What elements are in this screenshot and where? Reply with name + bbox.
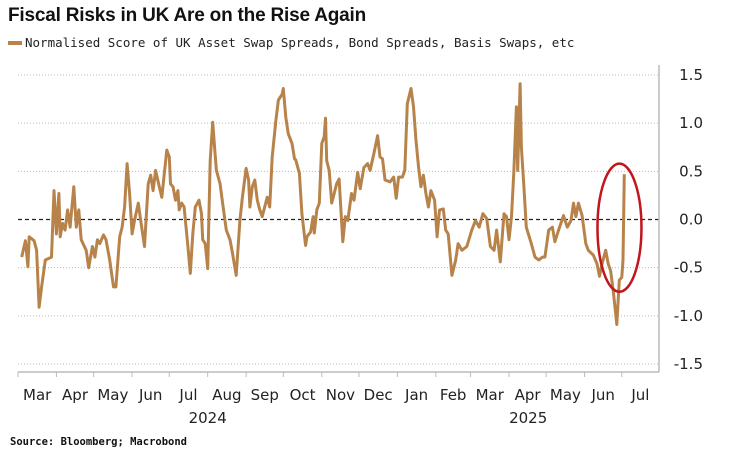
y-tick-label: 0.5 <box>679 162 703 180</box>
y-tick-label: 0.0 <box>679 211 703 229</box>
legend-label: Normalised Score of UK Asset Swap Spread… <box>25 35 575 50</box>
x-tick-label: Dec <box>364 386 393 404</box>
x-tick-label: Jan <box>404 386 428 404</box>
x-tick-label: May <box>550 386 581 404</box>
y-tick-label: -0.5 <box>674 259 703 277</box>
x-tick-label: Jun <box>138 386 162 404</box>
y-tick-label: -1.0 <box>674 307 703 325</box>
x-tick-label: Mar <box>23 386 52 404</box>
y-tick-label: 1.0 <box>679 114 703 132</box>
x-tick-label: Jul <box>630 386 649 404</box>
x-tick-label: Apr <box>515 386 542 404</box>
x-tick-label: Jun <box>590 386 614 404</box>
x-tick-label: Aug <box>212 386 241 404</box>
x-tick-label: Nov <box>326 386 355 404</box>
x-tick-label: Jul <box>178 386 197 404</box>
x-year-label: 2025 <box>509 409 547 427</box>
y-tick-label: 1.5 <box>679 66 703 84</box>
chart-title: Fiscal Risks in UK Are on the Rise Again <box>8 5 367 26</box>
x-year-label: 2024 <box>189 409 227 427</box>
series-line <box>20 82 626 326</box>
x-tick-label: Oct <box>290 386 316 404</box>
x-tick-label: Apr <box>62 386 89 404</box>
y-tick-label: -1.5 <box>674 355 703 373</box>
highlight-ellipse <box>596 162 643 294</box>
legend-swatch <box>8 40 22 45</box>
legend: Normalised Score of UK Asset Swap Spread… <box>8 35 574 50</box>
x-tick-label: May <box>97 386 128 404</box>
x-tick-label: Mar <box>476 386 505 404</box>
x-tick-label: Feb <box>440 386 467 404</box>
x-tick-label: Sep <box>251 386 279 404</box>
source-note: Source: Bloomberg; Macrobond <box>10 436 188 448</box>
